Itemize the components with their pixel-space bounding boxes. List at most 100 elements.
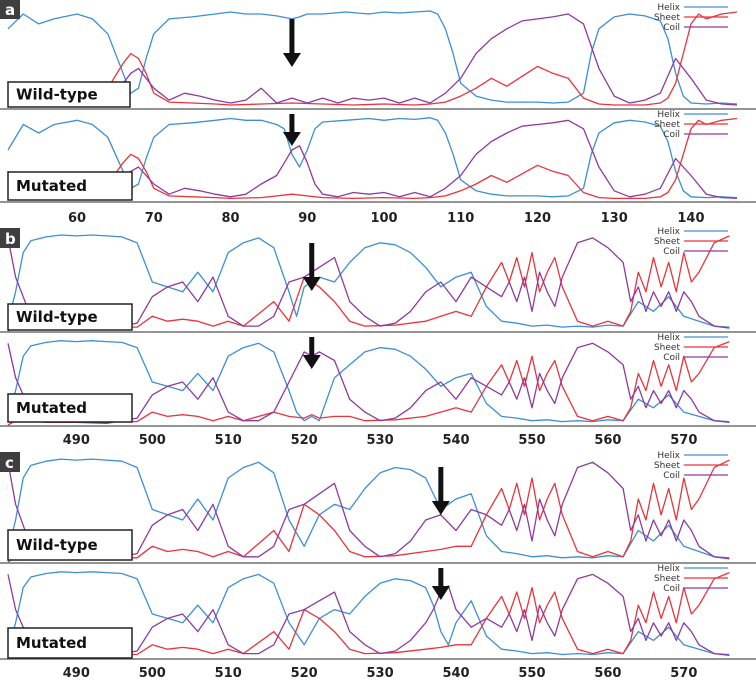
panel-a-label: a — [0, 0, 20, 19]
variant-label-text: Wild-type — [16, 308, 98, 326]
variant-label-text: Mutated — [16, 177, 87, 195]
panel-c-label-bg — [0, 452, 20, 472]
arrow-head — [282, 132, 301, 146]
x-tick-label: 520 — [291, 433, 318, 448]
x-tick-label: 120 — [524, 211, 551, 226]
x-tick-label: 560 — [594, 433, 621, 448]
legend-label-sheet: Sheet — [654, 343, 680, 353]
x-tick-label: 90 — [298, 211, 316, 226]
x-tick-label: 80 — [221, 211, 239, 226]
x-tick-label: 540 — [442, 433, 469, 448]
x-tick-label: 550 — [518, 666, 545, 681]
series-line-sheet — [7, 117, 738, 200]
x-tick-label: 510 — [215, 666, 242, 681]
variant-label-text: Mutated — [16, 634, 87, 652]
series-line-helix — [7, 117, 738, 199]
series-line-sheet — [7, 340, 730, 426]
series-line-helix — [7, 340, 730, 423]
series-line-helix — [7, 234, 730, 328]
x-tick-label: 110 — [447, 211, 474, 226]
x-tick-label: 500 — [139, 433, 166, 448]
legend-label-sheet: Sheet — [654, 237, 680, 247]
series-line-coil — [7, 342, 730, 424]
x-tick-label: 490 — [63, 433, 90, 448]
panel-b-label-bg — [0, 228, 20, 248]
legend-label-helix: Helix — [657, 451, 680, 461]
legend-label-coil: Coil — [663, 247, 680, 257]
x-tick-label: 570 — [670, 666, 697, 681]
variant-label-text: Wild-type — [16, 86, 98, 104]
variant-label-text: Mutated — [16, 399, 87, 417]
legend-label-helix: Helix — [657, 333, 680, 343]
legend-label-coil: Coil — [663, 353, 680, 363]
variant-label-box — [7, 81, 131, 108]
variant-label-box — [7, 303, 133, 331]
variant-label-text: Wild-type — [16, 536, 98, 554]
series-line-sheet — [7, 235, 730, 332]
x-tick-label: 500 — [139, 666, 166, 681]
variant-label-box — [7, 627, 133, 659]
panel-b-label-text: b — [5, 230, 16, 248]
series-line-coil — [7, 119, 738, 200]
panel-c-label: c — [0, 452, 20, 472]
panel-a-ticks: 60 70 80 90 100 110 120 130 140 — [68, 211, 705, 226]
series-line-helix — [7, 571, 730, 656]
panel-c-ticks: 490 500 510 520 530 540 550 560 570 — [63, 666, 698, 681]
variant-label-box — [7, 393, 133, 423]
panel-b-label: b — [0, 228, 20, 248]
x-tick-label: 550 — [518, 433, 545, 448]
arrow-head — [282, 53, 301, 67]
legend-label-helix: Helix — [657, 110, 680, 120]
arrow-head — [431, 586, 450, 600]
x-tick-label: 530 — [367, 666, 394, 681]
x-tick-label: 560 — [594, 666, 621, 681]
legend-label-sheet: Sheet — [654, 574, 680, 584]
series-line-helix — [7, 10, 738, 105]
legend-label-coil: Coil — [663, 23, 680, 33]
series-line-helix — [7, 458, 730, 559]
series-line-sheet — [7, 11, 738, 107]
variant-label-box — [7, 171, 133, 201]
series-line-sheet — [7, 459, 730, 563]
x-tick-label: 100 — [370, 211, 397, 226]
panel-a-label-text: a — [5, 1, 15, 19]
arrow-head — [302, 355, 321, 369]
variant-label-box — [7, 529, 133, 561]
legend-label-coil: Coil — [663, 584, 680, 594]
series-line-coil — [7, 461, 730, 561]
x-tick-label: 520 — [291, 666, 318, 681]
panel-b-ticks: 490 500 510 520 530 540 550 560 570 — [63, 433, 698, 448]
legend-label-helix: Helix — [657, 3, 680, 13]
legend-label-sheet: Sheet — [654, 461, 680, 471]
legend-label-coil: Coil — [663, 130, 680, 140]
arrow-head — [302, 277, 321, 291]
x-tick-label: 490 — [63, 666, 90, 681]
x-tick-label: 530 — [367, 433, 394, 448]
series-line-coil — [7, 573, 730, 657]
legend-label-helix: Helix — [657, 564, 680, 574]
x-tick-label: 70 — [145, 211, 163, 226]
panel-c-label-text: c — [5, 454, 14, 472]
arrow-head — [431, 501, 450, 515]
series-line-coil — [7, 237, 730, 330]
x-tick-label: 570 — [670, 433, 697, 448]
x-tick-label: 60 — [68, 211, 86, 226]
legend-label-sheet: Sheet — [654, 120, 680, 130]
x-tick-label: 130 — [601, 211, 628, 226]
x-tick-label: 140 — [677, 211, 704, 226]
legend-label-coil: Coil — [663, 471, 680, 481]
series-line-coil — [7, 13, 738, 106]
series-line-sheet — [7, 571, 730, 659]
x-tick-label: 510 — [215, 433, 242, 448]
legend-label-sheet: Sheet — [654, 13, 680, 23]
